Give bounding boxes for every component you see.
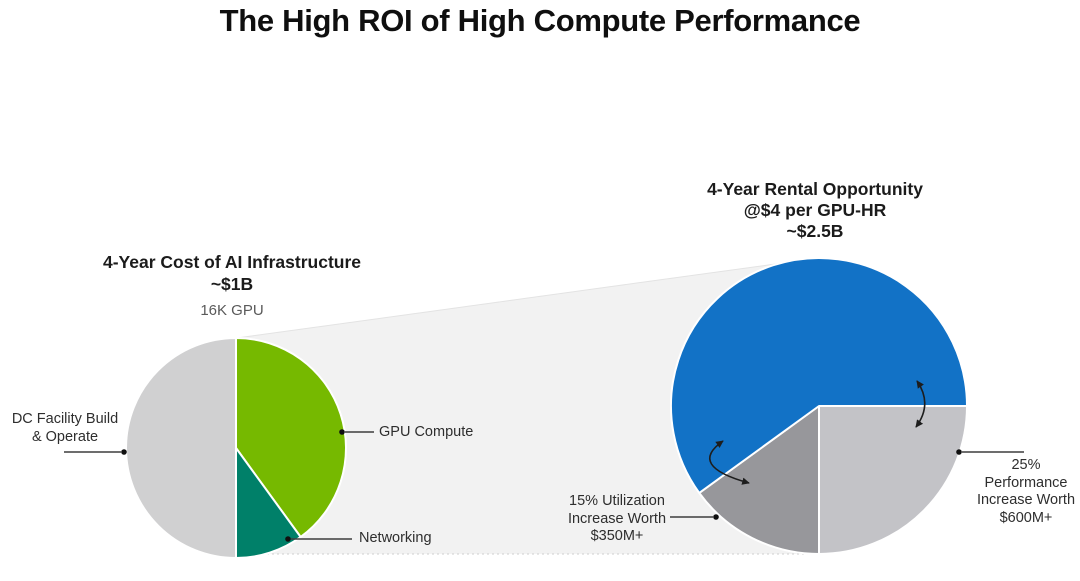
pie-slice-15-utilization-increase-worth-350m — [698, 405, 820, 555]
leader-utilization — [670, 514, 719, 520]
pie-slice-gpu-compute — [235, 337, 348, 538]
pie-slice-dc-facility-build-operate — [125, 337, 237, 559]
pie-slice-unlabeled — [670, 257, 968, 494]
funnel-shape — [237, 258, 819, 554]
leader-dot — [285, 536, 291, 542]
label-networking: Networking — [359, 530, 432, 546]
leader-networking — [285, 536, 352, 542]
leader-dot — [713, 514, 719, 520]
right-pie — [670, 257, 968, 555]
leader-dot — [121, 449, 127, 455]
label-gpu-compute: GPU Compute — [379, 424, 474, 440]
leader-dot — [956, 449, 962, 455]
left-chart-subtitle: 16K GPU — [200, 302, 264, 319]
funnel-top-edge — [236, 257, 820, 339]
label-performance-increase: 25% Performance Increase Worth $600M+ — [976, 457, 1076, 526]
leader-performance — [956, 449, 1024, 455]
left-pie — [125, 337, 348, 559]
left-chart-title: 4-Year Cost of AI Infrastructure ~$1B — [102, 252, 362, 294]
page-title: The High ROI of High Compute Performance — [219, 3, 861, 38]
leader-dc-facility — [64, 449, 127, 455]
curved-arrow-icon — [709, 440, 750, 485]
label-dc-facility: DC Facility Build & Operate — [11, 411, 119, 445]
curved-arrow-icon — [915, 380, 926, 428]
leader-dot — [339, 429, 345, 435]
pie-slice-25-performance-increase-worth-600m — [818, 405, 968, 555]
right-chart-title: 4-Year Rental Opportunity @$4 per GPU-HR… — [707, 179, 923, 241]
label-utilization-increase: 15% Utilization Increase Worth $350M+ — [567, 493, 667, 544]
leader-gpu-compute — [339, 429, 374, 435]
